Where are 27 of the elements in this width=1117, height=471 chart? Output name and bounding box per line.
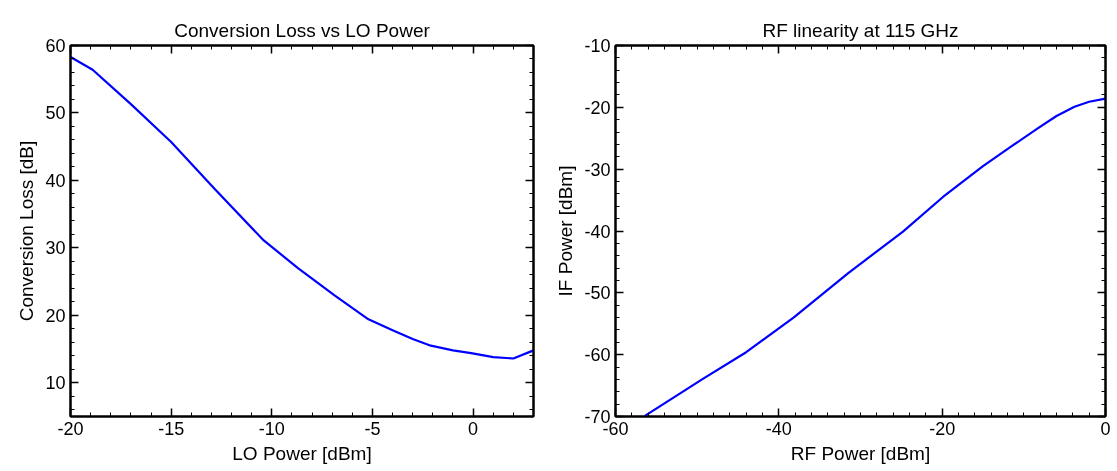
x-tick-label: 0 <box>468 418 479 439</box>
y-tick-label: -10 <box>584 36 611 56</box>
y-tick-label: 40 <box>45 170 66 191</box>
y-tick-label: -20 <box>584 97 611 118</box>
y-tick-label: -50 <box>584 283 611 304</box>
x-tick-label: -10 <box>258 418 285 439</box>
y-tick-label: -30 <box>584 159 611 180</box>
line-series <box>643 97 1106 417</box>
x-tick-label: -5 <box>364 418 381 439</box>
x-axis-title: LO Power [dBm] <box>232 442 372 464</box>
y-tick-label: 60 <box>45 36 66 56</box>
y-axis-title: Conversion Loss [dB] <box>16 140 38 322</box>
x-tick-label: -15 <box>158 418 185 439</box>
chart-title: Conversion Loss vs LO Power <box>174 19 431 41</box>
x-tick-label: 0 <box>1100 418 1111 439</box>
line-series <box>70 55 534 360</box>
x-tick-label: -40 <box>765 418 792 439</box>
y-tick-label: -60 <box>584 345 611 366</box>
y-axis-title: IF Power [dBm] <box>555 165 577 297</box>
y-tick-label: 50 <box>45 103 66 124</box>
x-axis-title: RF Power [dBm] <box>790 442 931 464</box>
x-tick-label: -20 <box>929 418 956 439</box>
y-tick-label: 20 <box>45 305 66 326</box>
y-tick-label: -40 <box>584 221 611 242</box>
y-tick-label: 30 <box>45 238 66 259</box>
chart-title: RF linearity at 115 GHz <box>762 19 959 41</box>
y-tick-label: 10 <box>45 373 66 394</box>
